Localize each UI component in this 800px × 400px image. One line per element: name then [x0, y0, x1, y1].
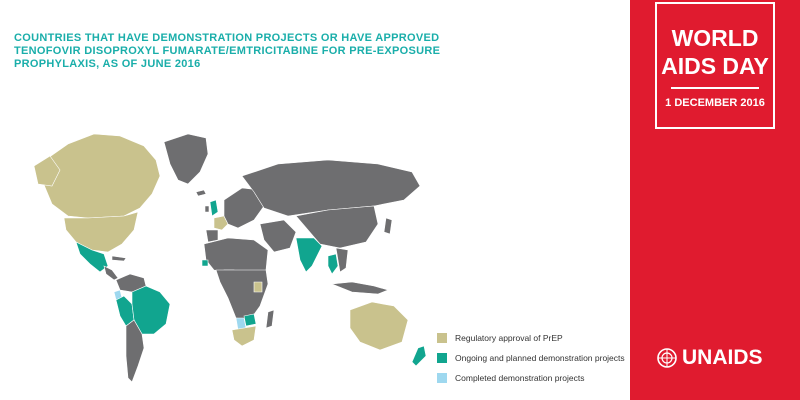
- zimbabwe: [243, 313, 257, 327]
- unaids-logo: UNAIDS: [656, 346, 763, 370]
- thailand: [327, 253, 339, 275]
- kenya: [253, 281, 263, 293]
- south-africa: [231, 325, 257, 347]
- world-aids-day-badge: WORLD AIDS DAY 1 DECEMBER 2016: [655, 2, 775, 129]
- map-title: COUNTRIES THAT HAVE DEMONSTRATION PROJEC…: [14, 32, 484, 71]
- iceland: [195, 189, 207, 197]
- iberia: [205, 229, 219, 243]
- canada: [41, 133, 161, 219]
- map-title-line-1: COUNTRIES THAT HAVE DEMONSTRATION PROJEC…: [14, 32, 440, 44]
- badge-line-world: WORLD: [671, 25, 759, 51]
- legend-swatch-ongoing: [437, 353, 447, 363]
- brazil: [131, 285, 171, 335]
- legend-label-regulatory: Regulatory approval of PrEP: [455, 333, 563, 343]
- new-zealand: [411, 345, 427, 367]
- europe: [223, 187, 265, 229]
- greenland: [163, 133, 209, 185]
- united-states: [63, 211, 139, 253]
- indonesia: [331, 281, 389, 295]
- map-title-line-2: TENOFOVIR DISOPROXYL FUMARATE/EMTRICITAB…: [14, 45, 441, 57]
- japan: [383, 217, 393, 235]
- world-map: [33, 133, 427, 383]
- legend-item-ongoing: Ongoing and planned demonstration projec…: [437, 348, 625, 368]
- legend-item-completed: Completed demonstration projects: [437, 368, 625, 388]
- middle-east: [259, 219, 297, 253]
- unaids-logo-text: UNAIDS: [682, 346, 763, 369]
- alaska: [33, 155, 61, 187]
- map-title-line-3: PROPHYLAXIS, AS OF JUNE 2016: [14, 58, 201, 70]
- badge-line-aids-day: AIDS DAY: [661, 53, 769, 79]
- legend-swatch-completed: [437, 373, 447, 383]
- legend-label-ongoing: Ongoing and planned demonstration projec…: [455, 353, 625, 363]
- senegal: [201, 259, 209, 267]
- madagascar: [265, 309, 275, 329]
- southern-cone: [125, 319, 145, 383]
- ireland: [204, 205, 210, 213]
- cuba: [111, 255, 127, 262]
- badge-divider: [671, 87, 759, 89]
- australia: [349, 301, 409, 351]
- un-emblem-icon: [657, 348, 677, 368]
- legend-item-regulatory: Regulatory approval of PrEP: [437, 328, 625, 348]
- southeast-asia: [335, 247, 349, 273]
- india: [295, 237, 323, 273]
- world-aids-day-panel: WORLD AIDS DAY 1 DECEMBER 2016 UNAIDS: [630, 0, 800, 400]
- france: [213, 215, 229, 231]
- mexico: [75, 241, 109, 273]
- united-kingdom: [209, 199, 219, 217]
- badge-date: 1 DECEMBER 2016: [665, 97, 765, 109]
- map-legend: Regulatory approval of PrEP Ongoing and …: [437, 328, 625, 388]
- central-africa: [215, 269, 269, 321]
- legend-label-completed: Completed demonstration projects: [455, 373, 585, 383]
- china: [295, 205, 379, 249]
- russia: [241, 159, 421, 217]
- peru: [115, 295, 135, 327]
- central-america: [103, 265, 119, 281]
- legend-swatch-regulatory: [437, 333, 447, 343]
